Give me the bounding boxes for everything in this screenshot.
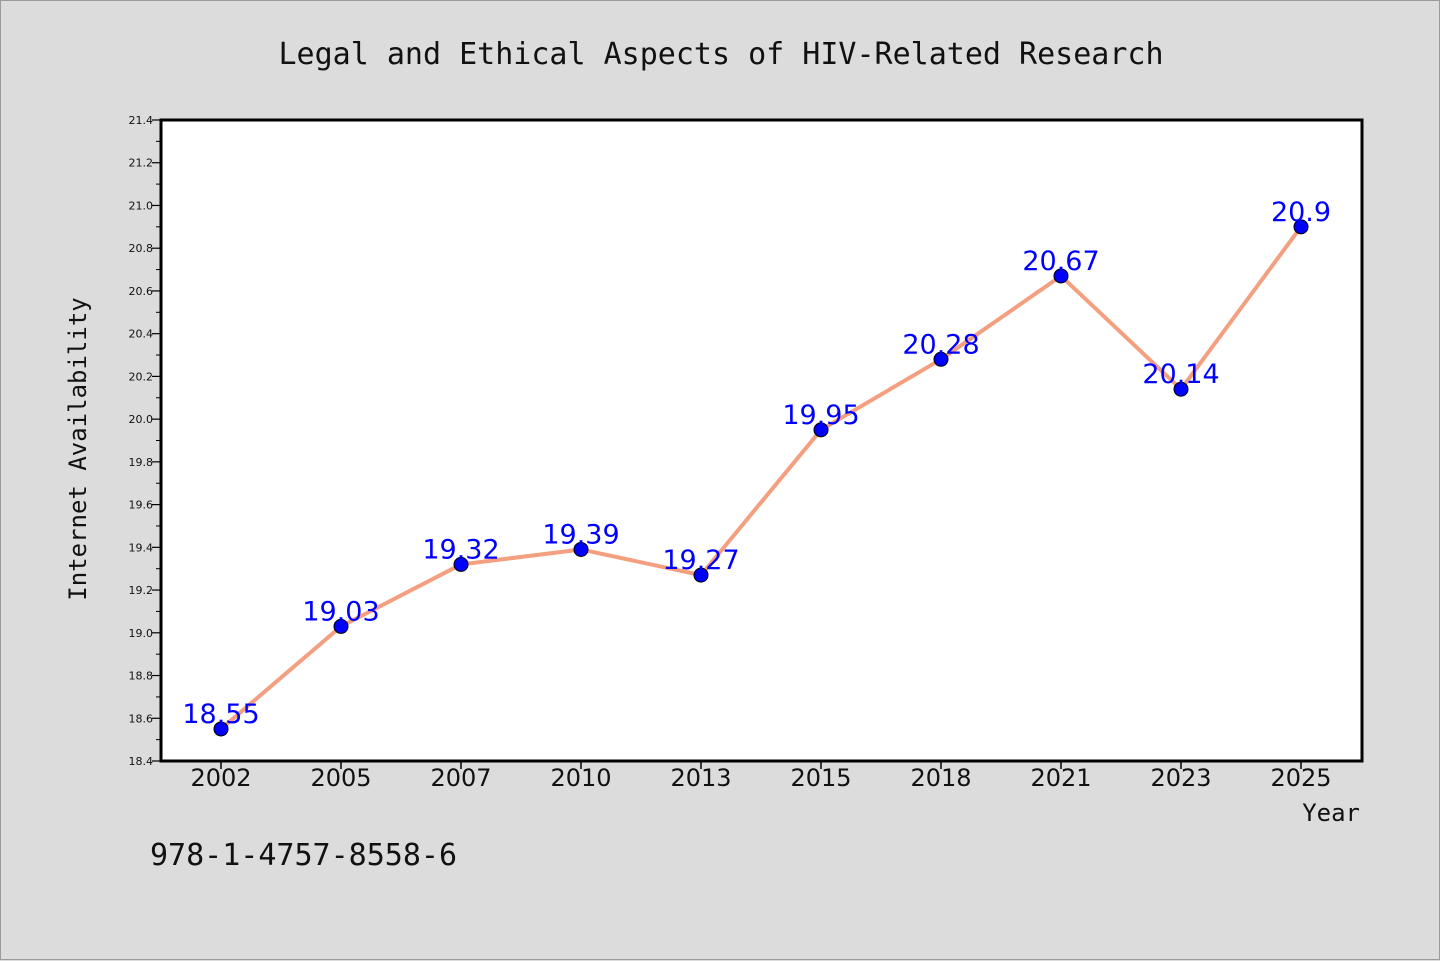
y-tick-label: 19.4 bbox=[129, 541, 154, 554]
y-tick-label: 19.6 bbox=[129, 499, 154, 512]
x-tick-label: 2002 bbox=[190, 764, 251, 792]
chart-title: Legal and Ethical Aspects of HIV-Related… bbox=[278, 37, 1163, 72]
data-point bbox=[693, 567, 709, 583]
data-label: 19.27 bbox=[662, 545, 739, 576]
y-tick-label: 20.4 bbox=[129, 328, 154, 341]
x-axis-label: Year bbox=[1302, 799, 1360, 827]
data-point bbox=[813, 422, 829, 438]
data-point bbox=[1293, 219, 1309, 235]
series-line bbox=[219, 225, 1303, 731]
y-tick-label: 20.6 bbox=[129, 285, 154, 298]
x-tick-label: 2005 bbox=[310, 764, 371, 792]
data-point bbox=[1053, 268, 1069, 284]
y-axis: 18.4 18.6 18.8 19.0 19.2 19.4 19.6 19.8 20.0 20.2… bbox=[129, 114, 161, 768]
data-label: 20.28 bbox=[902, 329, 979, 360]
y-tick-label: 19.8 bbox=[129, 456, 154, 469]
x-tick-label: 2018 bbox=[910, 764, 971, 792]
data-point bbox=[573, 541, 589, 557]
y-tick-label: 19.2 bbox=[129, 584, 154, 597]
data-point bbox=[333, 618, 349, 634]
data-label: 18.55 bbox=[182, 699, 259, 730]
y-tick-label: 21.0 bbox=[129, 199, 154, 212]
data-point bbox=[1173, 381, 1189, 397]
data-label: 19.95 bbox=[782, 400, 859, 431]
y-tick-label: 18.6 bbox=[129, 712, 154, 725]
data-label: 20.14 bbox=[1142, 359, 1219, 390]
x-tick-label: 2013 bbox=[670, 764, 731, 792]
y-tick-label: 20.0 bbox=[129, 413, 154, 426]
plot-area bbox=[159, 118, 1364, 763]
isbn-footer: 978-1-4757-8558-6 bbox=[150, 838, 457, 873]
x-axis: 2002 2005 2007 2010 2013 2015 2018 2021 2023 2025 bbox=[190, 761, 1332, 792]
y-tick-label: 20.8 bbox=[129, 242, 154, 255]
data-label: 19.32 bbox=[422, 534, 499, 565]
series-layer bbox=[213, 219, 1309, 737]
x-tick-label: 2007 bbox=[430, 764, 491, 792]
y-tick-label: 18.4 bbox=[129, 755, 154, 768]
y-tick-label: 21.2 bbox=[129, 157, 154, 170]
data-label: 20.9 bbox=[1271, 197, 1331, 228]
data-label: 20.67 bbox=[1022, 246, 1099, 277]
y-tick-label: 20.2 bbox=[129, 370, 154, 383]
data-point bbox=[213, 721, 229, 737]
x-tick-label: 2015 bbox=[790, 764, 851, 792]
x-tick-label: 2023 bbox=[1150, 764, 1211, 792]
data-point bbox=[453, 556, 469, 572]
y-tick-label: 21.4 bbox=[129, 114, 154, 127]
data-labels: 18.55 19.03 19.32 19.39 19.27 19.95 20.28 20.67… bbox=[182, 197, 1331, 730]
data-point bbox=[933, 351, 949, 367]
data-label: 19.03 bbox=[302, 596, 379, 627]
x-tick-label: 2010 bbox=[550, 764, 611, 792]
data-label: 19.39 bbox=[542, 519, 619, 550]
y-axis-label: Internet Availability bbox=[64, 297, 92, 600]
x-tick-label: 2025 bbox=[1270, 764, 1331, 792]
x-tick-label: 2021 bbox=[1030, 764, 1091, 792]
y-tick-label: 18.8 bbox=[129, 670, 154, 683]
y-tick-label: 19.0 bbox=[129, 627, 154, 640]
